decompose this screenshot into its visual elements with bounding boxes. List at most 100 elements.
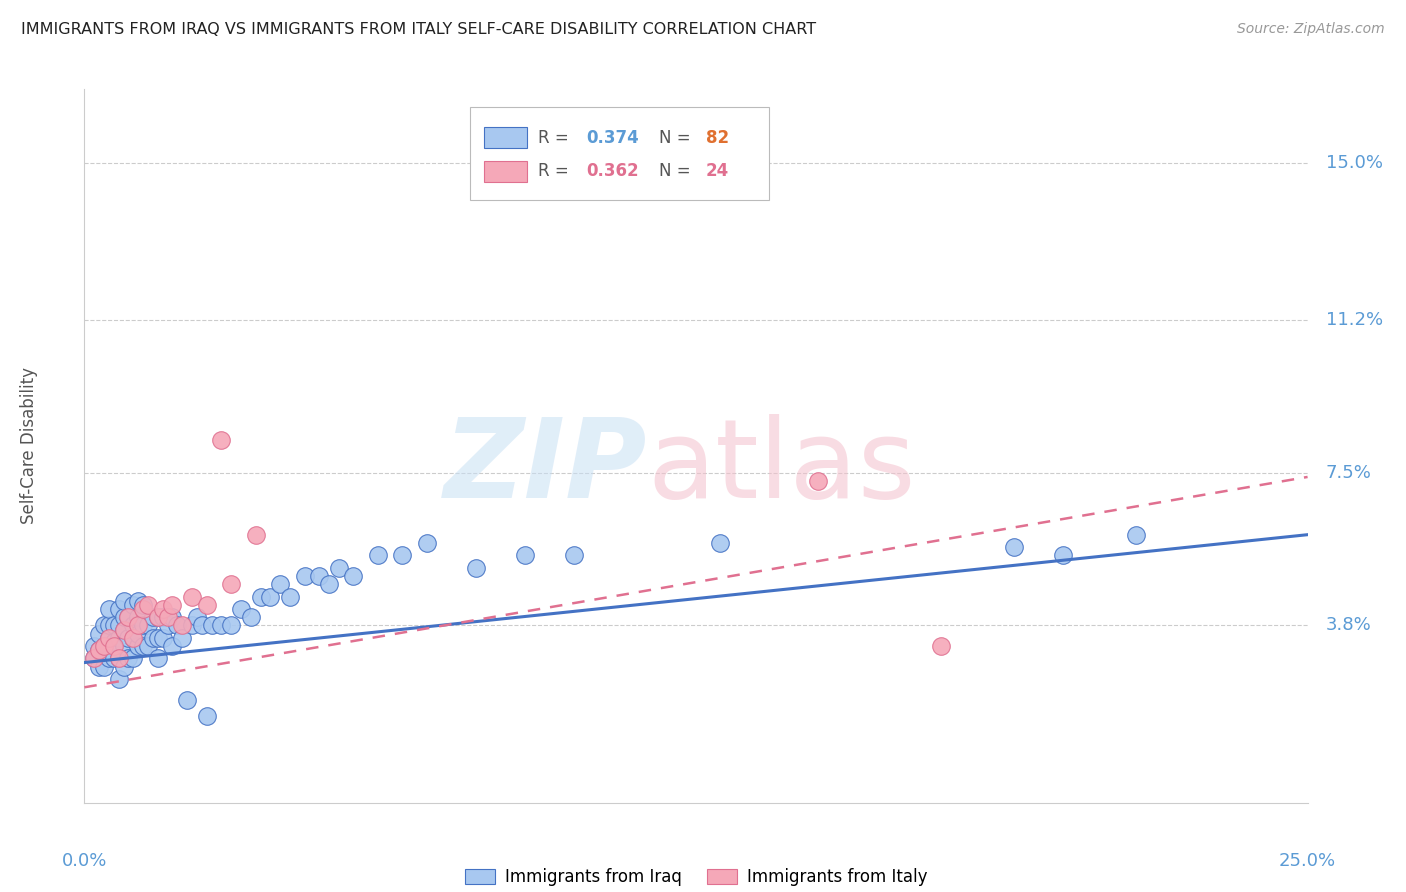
Text: 0.362: 0.362 bbox=[586, 162, 638, 180]
Point bbox=[127, 618, 149, 632]
Point bbox=[117, 651, 139, 665]
Point bbox=[239, 610, 262, 624]
Point bbox=[807, 474, 830, 488]
Point bbox=[269, 577, 291, 591]
Point bbox=[249, 590, 271, 604]
Point bbox=[294, 569, 316, 583]
Point bbox=[181, 618, 204, 632]
Point bbox=[117, 610, 139, 624]
Point bbox=[166, 618, 188, 632]
Point bbox=[929, 639, 952, 653]
Point bbox=[132, 639, 155, 653]
Point bbox=[122, 631, 145, 645]
Point bbox=[107, 602, 129, 616]
Point bbox=[172, 631, 194, 645]
Point bbox=[328, 560, 350, 574]
Point bbox=[318, 577, 340, 591]
Point bbox=[93, 639, 115, 653]
Point bbox=[103, 635, 125, 649]
Point bbox=[278, 590, 301, 604]
Point bbox=[464, 560, 486, 574]
Point bbox=[122, 631, 145, 645]
Point bbox=[97, 651, 120, 665]
Point bbox=[112, 593, 135, 607]
Point bbox=[112, 610, 135, 624]
Point bbox=[219, 618, 242, 632]
Point bbox=[112, 623, 135, 637]
Point bbox=[83, 639, 105, 653]
Point bbox=[107, 651, 129, 665]
Point bbox=[152, 602, 174, 616]
Point bbox=[1002, 540, 1025, 554]
Text: 0.0%: 0.0% bbox=[62, 852, 107, 871]
Text: 0.374: 0.374 bbox=[586, 128, 638, 146]
Point bbox=[146, 631, 169, 645]
Point bbox=[107, 618, 129, 632]
Point bbox=[1052, 549, 1074, 563]
Point bbox=[136, 639, 159, 653]
Point bbox=[209, 433, 232, 447]
Point bbox=[152, 631, 174, 645]
Point bbox=[259, 590, 281, 604]
Text: atlas: atlas bbox=[647, 414, 915, 521]
Point bbox=[117, 631, 139, 645]
Point bbox=[156, 610, 179, 624]
Point bbox=[146, 651, 169, 665]
Point bbox=[229, 602, 252, 616]
Point bbox=[93, 639, 115, 653]
Point bbox=[209, 618, 232, 632]
Point bbox=[87, 626, 110, 640]
Point bbox=[127, 626, 149, 640]
Text: R =: R = bbox=[538, 162, 574, 180]
Point bbox=[308, 569, 330, 583]
Point bbox=[709, 536, 731, 550]
Point bbox=[127, 593, 149, 607]
FancyBboxPatch shape bbox=[470, 107, 769, 200]
Point bbox=[107, 672, 129, 686]
Point bbox=[367, 549, 389, 563]
Point bbox=[219, 577, 242, 591]
Text: ZIP: ZIP bbox=[443, 414, 647, 521]
Legend: Immigrants from Iraq, Immigrants from Italy: Immigrants from Iraq, Immigrants from It… bbox=[458, 861, 934, 892]
Point bbox=[93, 659, 115, 673]
Point bbox=[122, 651, 145, 665]
Point bbox=[87, 659, 110, 673]
Point bbox=[122, 618, 145, 632]
Text: R =: R = bbox=[538, 128, 574, 146]
Point bbox=[127, 639, 149, 653]
Point bbox=[103, 618, 125, 632]
Point bbox=[93, 618, 115, 632]
Point bbox=[1125, 527, 1147, 541]
Text: 7.5%: 7.5% bbox=[1326, 464, 1372, 482]
Point bbox=[122, 598, 145, 612]
Text: 24: 24 bbox=[706, 162, 728, 180]
Point bbox=[112, 623, 135, 637]
Point bbox=[142, 631, 165, 645]
Point bbox=[87, 643, 110, 657]
Point bbox=[132, 598, 155, 612]
Point bbox=[112, 639, 135, 653]
Point bbox=[103, 651, 125, 665]
Point bbox=[200, 618, 222, 632]
Point bbox=[195, 709, 218, 723]
Point bbox=[142, 610, 165, 624]
Point bbox=[342, 569, 364, 583]
Point bbox=[513, 549, 536, 563]
Text: N =: N = bbox=[659, 162, 696, 180]
Point bbox=[107, 651, 129, 665]
Text: 11.2%: 11.2% bbox=[1326, 311, 1384, 329]
Point bbox=[136, 598, 159, 612]
Point bbox=[162, 639, 184, 653]
Point bbox=[97, 631, 120, 645]
Bar bbox=[484, 127, 527, 148]
Point bbox=[97, 602, 120, 616]
Point bbox=[195, 598, 218, 612]
Point bbox=[416, 536, 439, 550]
Point bbox=[112, 659, 135, 673]
Text: 82: 82 bbox=[706, 128, 728, 146]
Point bbox=[172, 618, 194, 632]
Text: Self-Care Disability: Self-Care Disability bbox=[20, 368, 38, 524]
Point bbox=[191, 618, 214, 632]
Point bbox=[562, 549, 585, 563]
Point bbox=[83, 651, 105, 665]
